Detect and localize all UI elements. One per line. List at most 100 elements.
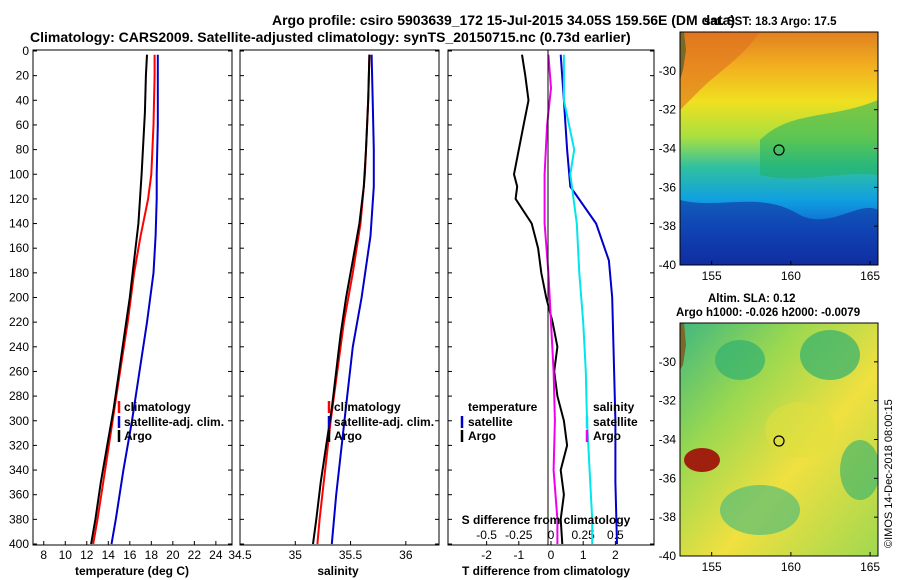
map-y-tick-label: -34 <box>659 142 677 156</box>
depth-tick-label: 60 <box>16 118 30 132</box>
legend-label-salinity-argo: Argo <box>593 429 621 443</box>
title-line1: Argo profile: csiro 5903639_172 15-Jul-2… <box>272 12 735 28</box>
sla-map-title-line1: Altim. SLA: 0.12 <box>708 293 796 305</box>
depth-tick-label: 160 <box>9 241 29 255</box>
depth-tick-label: 140 <box>9 217 29 231</box>
sla-patch <box>720 485 800 535</box>
temperature-x-axis: 8 10 12 14 16 18 20 22 24 <box>40 541 223 562</box>
x-tick-label: 20 <box>166 548 180 562</box>
legend-label-climatology: climatology <box>124 400 191 414</box>
series-line <box>559 54 618 545</box>
depth-axis: 0 20 40 60 80 100 120 140 160 180 200 220 240 260 280 3… <box>9 44 654 551</box>
difference-panel <box>447 49 655 546</box>
difference-x-axis: -2 -1 0 1 2 -0.5 -0.25 0 0.25 0.5 <box>476 528 624 562</box>
land-coast <box>680 32 686 80</box>
sla-high-patch <box>684 448 720 472</box>
series-line <box>562 54 594 544</box>
x-tick-label: 10 <box>59 548 73 562</box>
depth-tick-label: 40 <box>16 93 30 107</box>
temperature-legend: climatology satellite-adj. clim. Argo <box>117 400 224 443</box>
map-x-tick-label: 155 <box>702 560 722 574</box>
sst-map-title: sat. SST: 18.3 Argo: 17.5 <box>704 16 837 28</box>
series-line <box>512 54 569 545</box>
x-tick-label: 8 <box>40 548 47 562</box>
legend-label-satellite-adj: satellite-adj. clim. <box>124 415 224 429</box>
x2-tick-label: -0.5 <box>476 528 497 542</box>
depth-tick-label: 260 <box>9 364 29 378</box>
depth-tick-label: 20 <box>16 69 30 83</box>
x2-tick-label: 0 <box>548 528 555 542</box>
depth-tick-label: 120 <box>9 192 29 206</box>
legend-label-temperature-argo: Argo <box>468 429 496 443</box>
difference-lines <box>512 54 618 545</box>
salinity-xlabel: salinity <box>317 564 359 578</box>
depth-tick-label: 300 <box>9 414 29 428</box>
map-y-tick-label: -30 <box>659 64 677 78</box>
x-tick-label: 18 <box>145 548 159 562</box>
depth-tick-label: 200 <box>9 291 29 305</box>
x-tick-label: -1 <box>513 548 524 562</box>
map-y-tick-label: -40 <box>659 258 677 272</box>
legend-label-temperature-satellite: satellite <box>468 415 513 429</box>
title-line2: Climatology: CARS2009. Satellite-adjuste… <box>30 29 631 45</box>
sla-map <box>680 323 878 556</box>
x-tick-label: -2 <box>481 548 492 562</box>
x-tick-label: 0 <box>548 548 555 562</box>
map-x-tick-label: 165 <box>860 269 880 283</box>
depth-tick-label: 0 <box>22 44 29 58</box>
legend-label-satellite-adj: satellite-adj. clim. <box>334 415 434 429</box>
depth-tick-label: 100 <box>9 167 29 181</box>
x-tick-label: 14 <box>102 548 116 562</box>
map-x-tick-label: 160 <box>781 560 801 574</box>
sst-green-patch <box>760 100 878 179</box>
sla-patch <box>840 440 878 500</box>
legend-title-salinity: salinity <box>593 400 635 414</box>
x-tick-label: 36 <box>399 548 413 562</box>
legend-title-temperature: temperature <box>468 400 538 414</box>
sst-map-axes: 155 160 165 -30 -32 -34 -36 -38 -40 <box>659 64 881 283</box>
land-coast <box>680 323 686 370</box>
x2-tick-label: -0.25 <box>505 528 533 542</box>
legend-label-argo: Argo <box>124 429 152 443</box>
map-y-tick-label: -40 <box>659 549 677 563</box>
x-tick-label: 24 <box>209 548 223 562</box>
difference-xlabel: T difference from climatology <box>462 564 630 578</box>
legend-label-climatology: climatology <box>334 400 401 414</box>
series-line <box>312 54 371 545</box>
x2-tick-label: 0.5 <box>607 528 624 542</box>
map-y-tick-label: -36 <box>659 180 677 194</box>
series-line <box>330 54 375 545</box>
depth-tick-label: 340 <box>9 463 29 477</box>
credit-text: ©IMOS 14-Dec-2018 08:00:15 <box>883 399 895 548</box>
x-tick-label: 2 <box>612 548 619 562</box>
temperature-xlabel: temperature (deg C) <box>75 564 189 578</box>
x-tick-label: 1 <box>580 548 587 562</box>
sla-map-axes: 155 160 165 -30 -32 -34 -36 -38 -40 <box>659 355 881 574</box>
difference-legend: temperature satellite Argo salinity sate… <box>460 400 638 443</box>
series-line <box>90 54 148 545</box>
sst-map <box>680 32 878 265</box>
legend-label-argo: Argo <box>334 429 362 443</box>
depth-tick-label: 220 <box>9 315 29 329</box>
x-tick-label: 12 <box>80 548 94 562</box>
x-tick-label: 16 <box>123 548 137 562</box>
map-x-tick-label: 165 <box>860 560 880 574</box>
salinity-x-axis: 34.5 35 35.5 36 <box>228 541 413 562</box>
sla-patch <box>800 330 860 380</box>
argo-position-marker <box>773 144 785 156</box>
depth-tick-label: 320 <box>9 438 29 452</box>
map-y-tick-label: -38 <box>659 219 677 233</box>
depth-tick-label: 180 <box>9 266 29 280</box>
salinity-legend: climatology satellite-adj. clim. Argo <box>327 400 434 443</box>
temperature-panel <box>32 49 233 546</box>
x-tick-label: 35 <box>289 548 303 562</box>
depth-tick-label: 380 <box>9 512 29 526</box>
sla-patch <box>765 402 835 458</box>
x-tick-label: 22 <box>188 548 202 562</box>
sla-map-title-line2: Argo h1000: -0.026 h2000: -0.0079 <box>676 307 860 319</box>
depth-tick-label: 400 <box>9 537 29 551</box>
map-y-tick-label: -30 <box>659 355 677 369</box>
sst-warm-patch <box>680 32 760 110</box>
depth-tick-label: 280 <box>9 389 29 403</box>
sla-patch <box>715 340 765 380</box>
